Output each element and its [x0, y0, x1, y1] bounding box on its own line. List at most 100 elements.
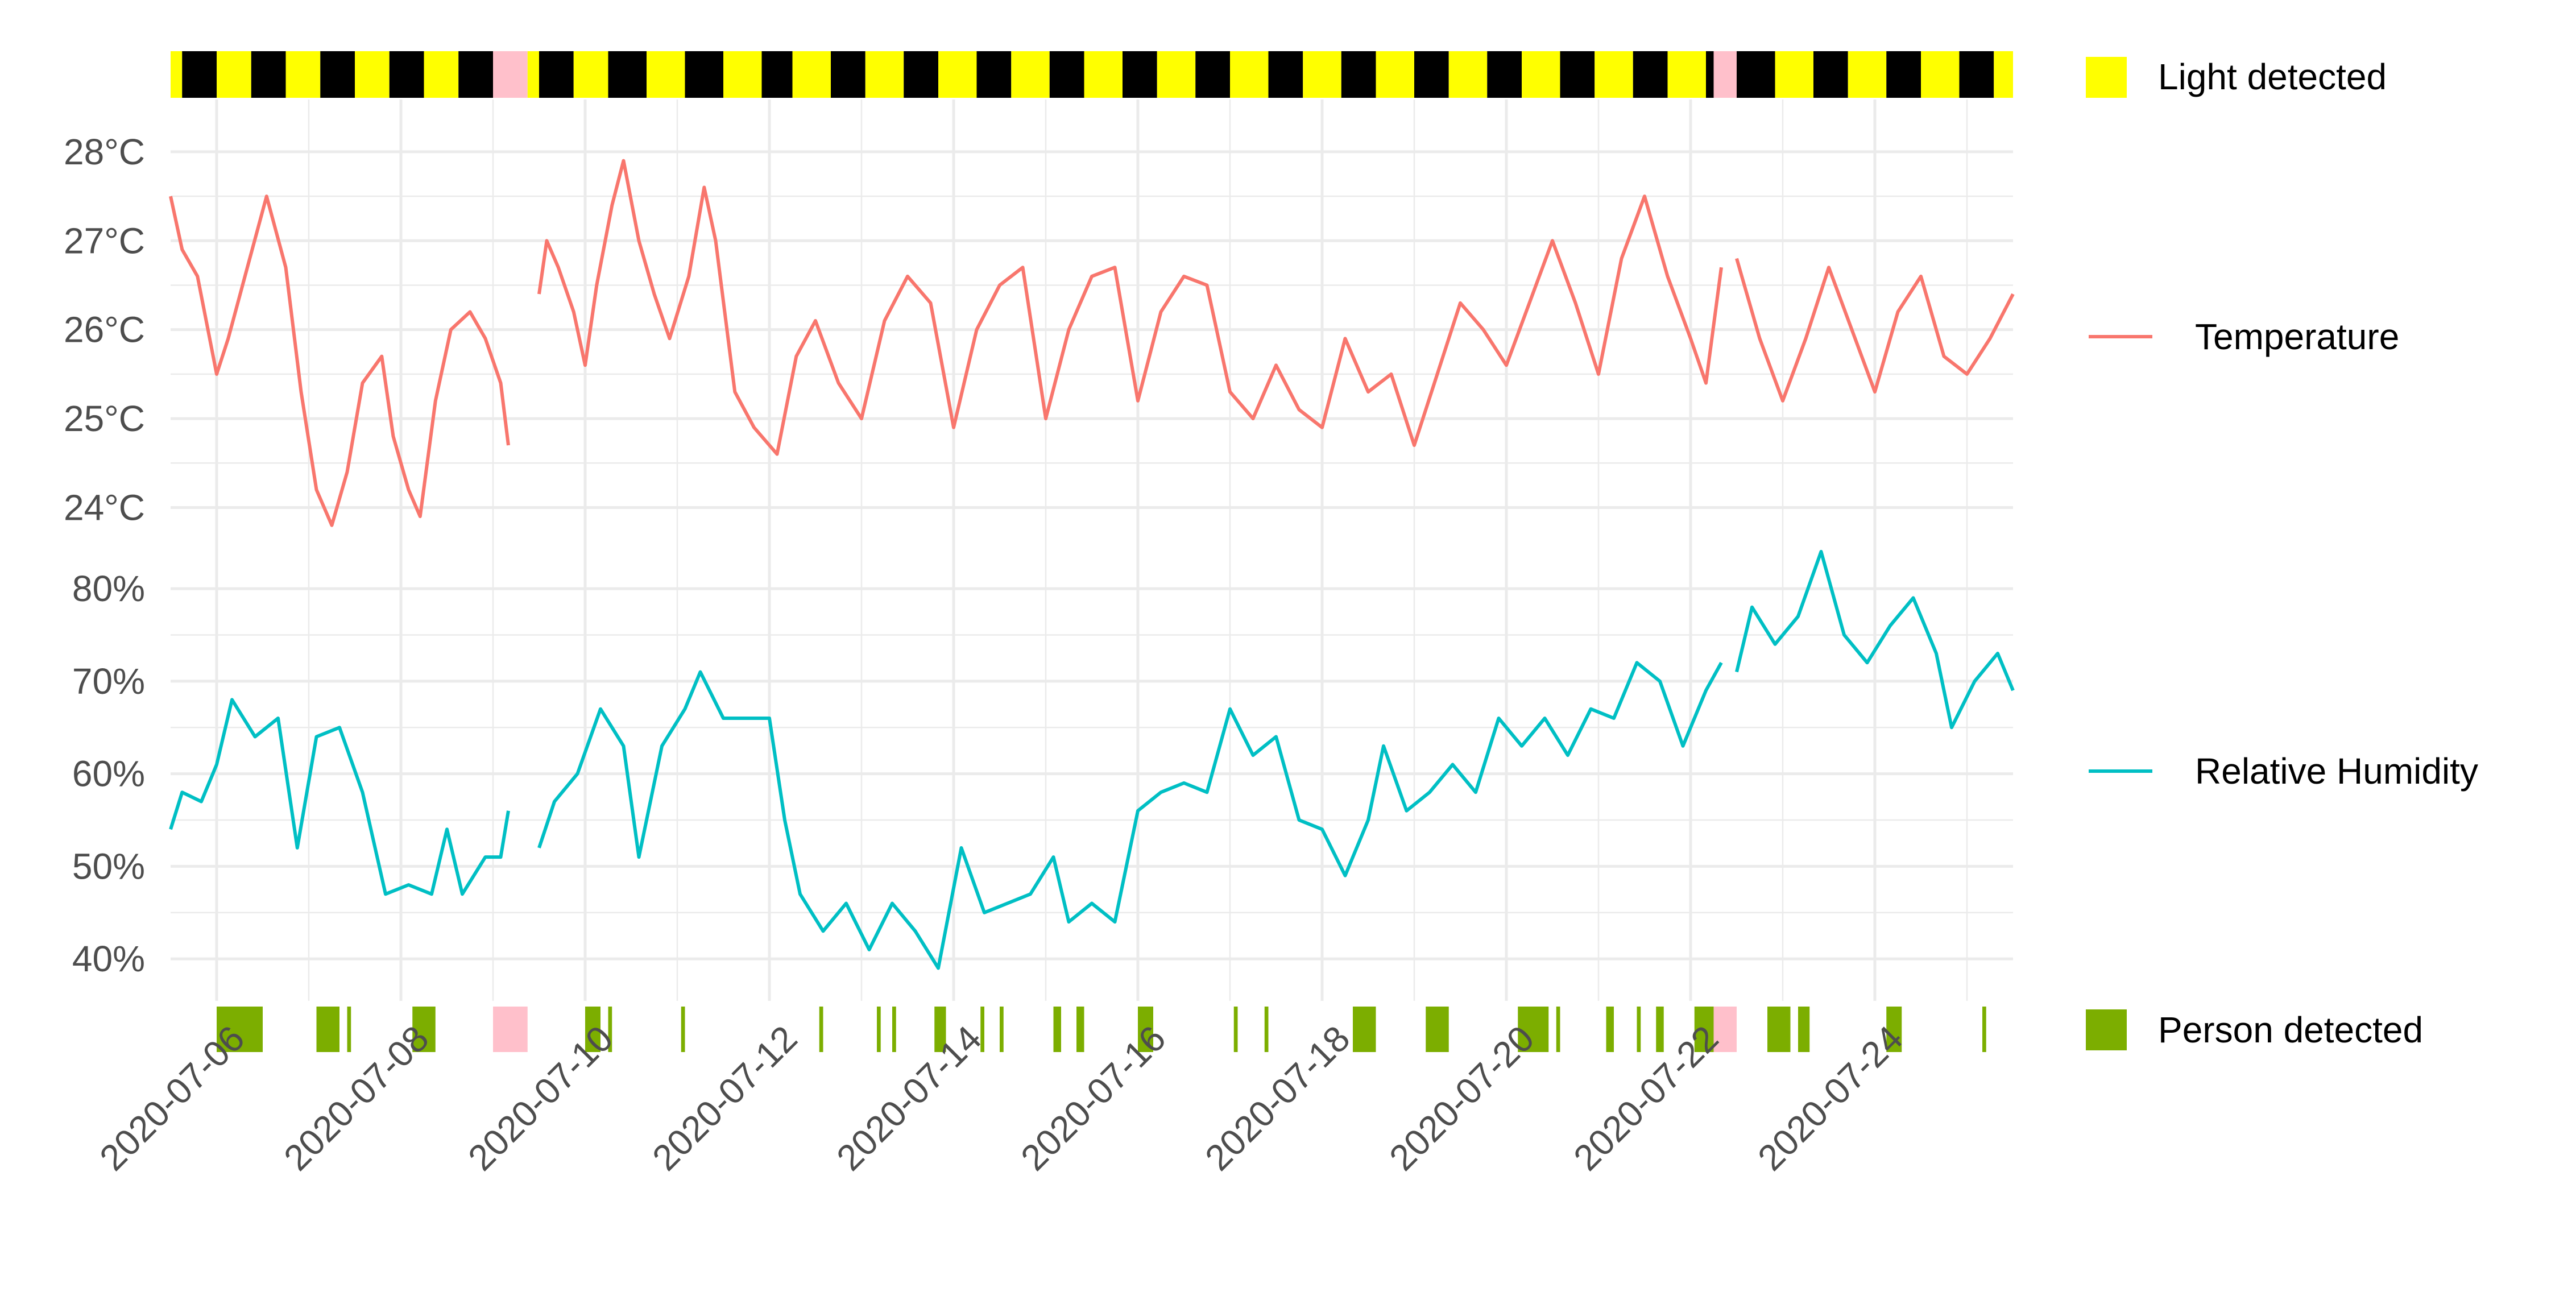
light-strip-segment — [904, 51, 938, 98]
person-detected-bar — [217, 1007, 263, 1052]
person-detected-bar — [1138, 1007, 1153, 1052]
person-detected-bar — [1076, 1007, 1084, 1052]
light-strip-segment — [389, 51, 424, 98]
person-detected-bar — [1886, 1007, 1902, 1052]
legend-label-light: Light detected — [2158, 56, 2387, 97]
light-strip-segment — [608, 51, 647, 98]
light-strip-segment — [1230, 51, 1269, 98]
light-strip-segment — [685, 51, 723, 98]
light-strip-segment — [1737, 51, 1775, 98]
person-detected-bar — [1656, 1007, 1664, 1052]
light-strip-segment — [493, 51, 528, 98]
legend-key-light — [2086, 57, 2127, 98]
x-tick-label: 2020-07-10 — [460, 1018, 620, 1178]
light-strip-segment — [1706, 51, 1714, 98]
person-detected-bar — [1637, 1007, 1641, 1052]
x-tick-label: 2020-07-16 — [1013, 1018, 1173, 1178]
light-strip-segment — [1959, 51, 1994, 98]
person-detected-bar — [1233, 1007, 1238, 1052]
x-tick-label: 2020-07-12 — [644, 1018, 805, 1178]
temperature-y-tick-label: 24°C — [64, 487, 145, 528]
humidity-y-tick-label: 70% — [72, 661, 145, 702]
temperature-line — [169, 194, 510, 527]
light-strip-segment — [285, 51, 321, 98]
person-detected-bar — [1982, 1007, 1986, 1052]
light-strip-segment — [1667, 51, 1706, 98]
humidity-y-tick-label: 80% — [72, 568, 145, 609]
light-strip-segment — [1303, 51, 1341, 98]
person-detected-bar — [1264, 1007, 1269, 1052]
light-strip-segment — [1011, 51, 1050, 98]
x-tick-label: 2020-07-22 — [1566, 1018, 1726, 1178]
x-tick-label: 2020-07-14 — [829, 1018, 989, 1178]
light-strip-segment — [792, 51, 831, 98]
light-strip-segment — [424, 51, 459, 98]
light-strip-segment — [938, 51, 977, 98]
light-strip-segment — [1157, 51, 1196, 98]
person-detected-strip — [217, 1007, 1986, 1052]
light-strip-segment — [539, 51, 574, 98]
light-strip-segment — [1487, 51, 1522, 98]
light-strip-segment — [1049, 51, 1084, 98]
temperature-y-tick-label: 27°C — [64, 220, 145, 261]
light-strip-segment — [1595, 51, 1633, 98]
person-detected-bar — [1426, 1007, 1449, 1052]
person-detected-bar — [1000, 1007, 1004, 1052]
person-missing-segment — [1713, 1007, 1737, 1052]
temperature-y-tick-label: 28°C — [64, 131, 145, 172]
legend-label-person: Person detected — [2158, 1009, 2423, 1050]
light-strip-segment — [1084, 51, 1123, 98]
person-detected-bar — [1798, 1007, 1810, 1052]
light-strip-segment — [1633, 51, 1668, 98]
light-strip-segment — [1376, 51, 1414, 98]
humidity-y-tick-label: 40% — [72, 938, 145, 979]
legend-label-temperature: Temperature — [2195, 316, 2399, 357]
light-strip-segment — [573, 51, 608, 98]
light-strip-segment — [647, 51, 685, 98]
light-strip-segment — [1848, 51, 1887, 98]
person-detected-bar — [347, 1007, 351, 1052]
temperature-y-tick-label: 26°C — [64, 309, 145, 350]
light-strip-segment — [171, 51, 183, 98]
legend-label-humidity: Relative Humidity — [2195, 751, 2478, 792]
light-strip-segment — [1560, 51, 1595, 98]
person-detected-bar — [1694, 1007, 1714, 1052]
temperature-line — [1735, 258, 2015, 403]
person-detected-bar — [1518, 1007, 1549, 1052]
light-strip-segment — [1886, 51, 1921, 98]
light-strip-segment — [182, 51, 217, 98]
light-strip-segment — [527, 51, 539, 98]
light-strip-segment — [865, 51, 904, 98]
light-strip-segment — [831, 51, 865, 98]
series-layer — [169, 159, 2015, 970]
person-detected-bar — [819, 1007, 823, 1052]
person-detected-bar — [1556, 1007, 1560, 1052]
light-strip-segment — [1994, 51, 2013, 98]
humidity-line — [537, 661, 1723, 970]
grid-layer — [171, 100, 2013, 1001]
temperature-line — [537, 159, 1723, 456]
x-tick-label: 2020-07-18 — [1197, 1018, 1357, 1178]
humidity-line — [1735, 550, 2015, 730]
person-missing-segment — [493, 1007, 528, 1052]
x-tick-label: 2020-07-06 — [92, 1018, 252, 1178]
person-detected-bar — [877, 1007, 881, 1052]
light-strip-segment — [1713, 51, 1737, 98]
person-detected-bar — [681, 1007, 685, 1052]
light-strip-segment — [1268, 51, 1303, 98]
legend-key-person — [2086, 1009, 2127, 1050]
humidity-y-tick-label: 60% — [72, 753, 145, 794]
x-tick-label: 2020-07-20 — [1381, 1018, 1542, 1178]
person-detected-bar — [980, 1007, 984, 1052]
light-strip-segment — [761, 51, 793, 98]
humidity-line — [169, 698, 510, 896]
light-strip-segment — [355, 51, 390, 98]
light-strip-segment — [320, 51, 355, 98]
person-detected-bar — [1606, 1007, 1614, 1052]
light-strip-segment — [1195, 51, 1230, 98]
person-detected-bar — [892, 1007, 896, 1052]
person-detected-bar — [608, 1007, 612, 1052]
person-detected-bar — [585, 1007, 600, 1052]
humidity-y-tick-label: 50% — [72, 846, 145, 887]
